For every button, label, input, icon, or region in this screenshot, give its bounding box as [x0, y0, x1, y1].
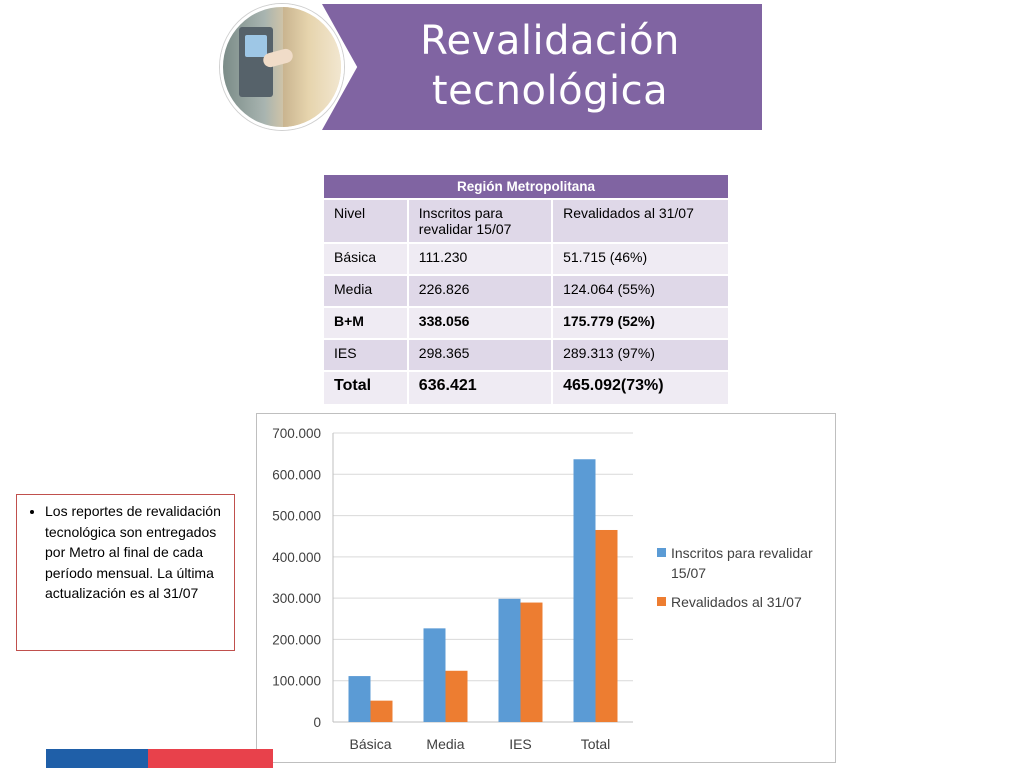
chart-svg: 0 100.000 200.000 300.000 400.000 500.000 600.…	[272, 426, 813, 752]
footer-bar-blue	[46, 749, 148, 768]
header-photo	[220, 4, 344, 130]
table-row: B+M 338.056 175.779 (52%)	[322, 306, 730, 340]
table-row: Básica 111.230 51.715 (46%)	[322, 242, 730, 276]
bar-revalidados	[595, 529, 618, 722]
column-header: Inscritos para revalidar 15/07	[406, 198, 554, 244]
y-tick-label: 200.000	[272, 632, 321, 647]
table-cell: 175.779 (52%)	[551, 306, 730, 340]
table-cell: 289.313 (97%)	[551, 338, 730, 372]
x-tick-label: IES	[509, 736, 532, 752]
y-tick-label: 700.000	[272, 426, 321, 441]
x-tick-label: Total	[581, 736, 611, 752]
table-cell: Total	[322, 370, 409, 406]
table-cell: 338.056	[406, 306, 554, 340]
y-tick-label: 300.000	[272, 591, 321, 606]
y-tick-label: 500.000	[272, 509, 321, 524]
table-cell: 226.826	[406, 274, 554, 308]
table-cell: 298.365	[406, 338, 554, 372]
table-row: Media 226.826 124.064 (55%)	[322, 274, 730, 308]
data-table: Región Metropolitana Nivel Inscritos par…	[322, 173, 730, 406]
bar-chart: 0 100.000 200.000 300.000 400.000 500.000 600.…	[256, 413, 836, 763]
legend-label-revalidados: Revalidados al 31/07	[671, 594, 802, 610]
title-line-2: tecnológica	[431, 68, 669, 114]
table-cell: Básica	[322, 242, 409, 276]
table-cell: B+M	[322, 306, 409, 340]
bar-inscritos	[423, 628, 446, 722]
note-text: Los reportes de revalidación tecnológica…	[45, 501, 226, 604]
legend-label-inscritos: Inscritos para revalidar 15/07	[671, 545, 813, 581]
legend-swatch-inscritos	[657, 548, 666, 557]
bar-revalidados	[370, 700, 393, 722]
y-tick-label: 100.000	[272, 674, 321, 689]
page-title: Revalidación tecnológica	[340, 16, 760, 116]
bar-revalidados	[520, 602, 543, 722]
legend-swatch-revalidados	[657, 597, 666, 606]
note-box: Los reportes de revalidación tecnológica…	[16, 494, 235, 651]
column-header: Nivel	[322, 198, 409, 244]
table-cell: 124.064 (55%)	[551, 274, 730, 308]
x-tick-label: Media	[426, 736, 464, 752]
table-cell: Media	[322, 274, 409, 308]
bar-inscritos	[573, 459, 596, 722]
table-cell: 465.092(73%)	[551, 370, 730, 406]
table-row-total: Total 636.421 465.092(73%)	[322, 370, 730, 406]
footer-bar-red	[148, 749, 273, 768]
title-banner	[322, 4, 762, 130]
table-caption: Región Metropolitana	[322, 173, 730, 200]
table-cell: 111.230	[406, 242, 554, 276]
bar-revalidados	[445, 670, 468, 722]
table-row: IES 298.365 289.313 (97%)	[322, 338, 730, 372]
photo-hair-shape	[283, 7, 341, 127]
x-tick-label: Básica	[349, 736, 391, 752]
y-tick-label: 400.000	[272, 550, 321, 565]
photo-screen-shape	[245, 35, 267, 57]
bar-inscritos	[348, 676, 371, 722]
table-cell: IES	[322, 338, 409, 372]
table-header-row: Nivel Inscritos para revalidar 15/07 Rev…	[322, 198, 730, 244]
bar-inscritos	[498, 598, 521, 722]
y-tick-label: 600.000	[272, 467, 321, 482]
title-line-1: Revalidación	[420, 18, 680, 64]
table-cell: 51.715 (46%)	[551, 242, 730, 276]
y-tick-label: 0	[313, 715, 321, 730]
table-cell: 636.421	[406, 370, 554, 406]
column-header: Revalidados al 31/07	[551, 198, 730, 244]
